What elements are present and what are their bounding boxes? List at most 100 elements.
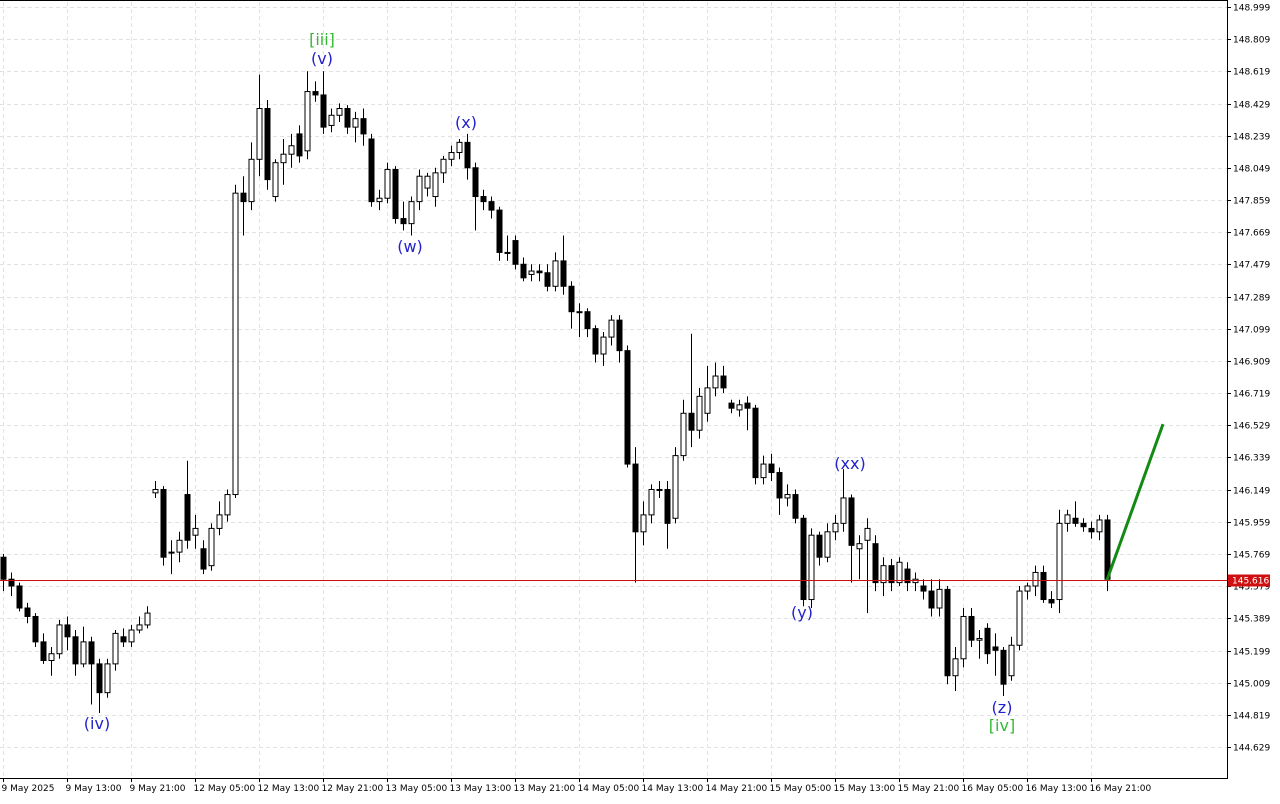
bear-body xyxy=(400,218,407,225)
bear-body xyxy=(616,319,623,352)
bull-body xyxy=(328,114,335,126)
y-tick-label: 145.199 xyxy=(1233,648,1270,658)
x-tick-label: 14 May 21:00 xyxy=(706,784,768,794)
bear-body xyxy=(632,463,639,533)
bear-body xyxy=(40,641,47,661)
x-tick-label: 15 May 05:00 xyxy=(770,784,832,794)
bear-body xyxy=(8,578,15,587)
bull-body xyxy=(424,175,431,189)
bull-body xyxy=(704,387,711,414)
x-tick-label: 12 May 21:00 xyxy=(322,784,384,794)
bear-body xyxy=(1048,599,1055,604)
bull-body xyxy=(856,543,863,550)
wave-label: (xx) xyxy=(834,454,865,473)
bull-body xyxy=(144,612,151,626)
x-tick-label: 14 May 13:00 xyxy=(642,784,704,794)
bull-body xyxy=(552,260,559,287)
y-tick-label: 147.099 xyxy=(1233,326,1270,336)
bull-body xyxy=(448,152,455,160)
bear-body xyxy=(200,548,207,570)
bull-body xyxy=(384,168,391,199)
wave-label: (iv) xyxy=(84,714,110,733)
bull-body xyxy=(1064,514,1071,524)
bear-body xyxy=(264,108,271,181)
bear-body xyxy=(160,488,167,558)
y-tick-label: 144.629 xyxy=(1233,744,1270,754)
x-tick-label: 9 May 13:00 xyxy=(66,784,122,794)
bull-body xyxy=(376,197,383,203)
bull-body xyxy=(1032,571,1039,587)
bull-body xyxy=(864,527,871,541)
bull-body xyxy=(104,663,111,694)
bull-body xyxy=(288,145,295,155)
bull-body xyxy=(808,534,815,601)
bear-body xyxy=(536,270,543,274)
bear-body xyxy=(72,636,79,665)
bull-body xyxy=(680,412,687,457)
x-tick-label: 13 May 21:00 xyxy=(514,784,576,794)
bear-body xyxy=(968,615,975,641)
bull-body xyxy=(136,624,143,631)
forecast-line xyxy=(1105,423,1165,581)
bear-body xyxy=(320,94,327,128)
bear-body xyxy=(1088,527,1095,533)
bear-body xyxy=(240,192,247,203)
y-tick-label: 145.389 xyxy=(1233,615,1270,625)
x-tick-label: 16 May 21:00 xyxy=(1090,784,1152,794)
bull-body xyxy=(168,551,175,554)
bull-body xyxy=(696,395,703,431)
bear-body xyxy=(792,494,799,519)
bull-body xyxy=(784,494,791,499)
bear-body xyxy=(904,568,911,584)
bull-body xyxy=(608,319,615,338)
bear-body xyxy=(624,350,631,465)
bull-body xyxy=(640,514,647,533)
bull-body xyxy=(656,488,663,491)
bear-body xyxy=(992,646,999,651)
x-tick-label: 16 May 13:00 xyxy=(1026,784,1088,794)
bull-body xyxy=(280,153,287,164)
bull-body xyxy=(304,91,311,152)
bear-body xyxy=(720,375,727,389)
bear-body xyxy=(464,141,471,169)
bear-body xyxy=(848,497,855,546)
x-tick-label: 13 May 05:00 xyxy=(386,784,448,794)
bear-body xyxy=(368,138,375,203)
bull-body xyxy=(576,311,583,314)
bear-body xyxy=(392,168,399,220)
y-tick-label: 148.619 xyxy=(1233,68,1270,78)
bear-body xyxy=(888,565,895,584)
bear-body xyxy=(544,272,551,287)
bear-body xyxy=(800,517,807,601)
bull-body xyxy=(880,565,887,584)
bear-body xyxy=(1072,517,1079,524)
bull-body xyxy=(216,514,223,529)
y-tick-label: 147.859 xyxy=(1233,197,1270,207)
bear-body xyxy=(360,118,367,135)
x-tick-label: 13 May 13:00 xyxy=(450,784,512,794)
bull-body xyxy=(248,158,255,203)
wave-label: (w) xyxy=(397,237,423,256)
bear-body xyxy=(688,412,695,431)
bear-body xyxy=(520,263,527,279)
bull-body xyxy=(600,336,607,355)
x-tick-label: 9 May 2025 xyxy=(2,784,55,794)
wave-label: (x) xyxy=(455,113,477,132)
bear-body xyxy=(776,472,783,499)
bull-body xyxy=(56,624,63,655)
y-tick-label: 148.049 xyxy=(1233,165,1270,175)
bull-body xyxy=(416,175,423,203)
bull-body xyxy=(456,141,463,154)
bull-body xyxy=(960,615,967,660)
y-tick-label: 145.579 xyxy=(1233,583,1270,593)
x-tick-label: 15 May 21:00 xyxy=(898,784,960,794)
bear-body xyxy=(488,201,495,211)
bear-body xyxy=(584,311,591,330)
bull-body xyxy=(176,539,183,553)
y-tick-label: 146.719 xyxy=(1233,390,1270,400)
bull-body xyxy=(48,653,55,661)
x-tick-label: 16 May 05:00 xyxy=(962,784,1024,794)
bull-body xyxy=(208,527,215,567)
y-tick-label: 148.239 xyxy=(1233,133,1270,143)
